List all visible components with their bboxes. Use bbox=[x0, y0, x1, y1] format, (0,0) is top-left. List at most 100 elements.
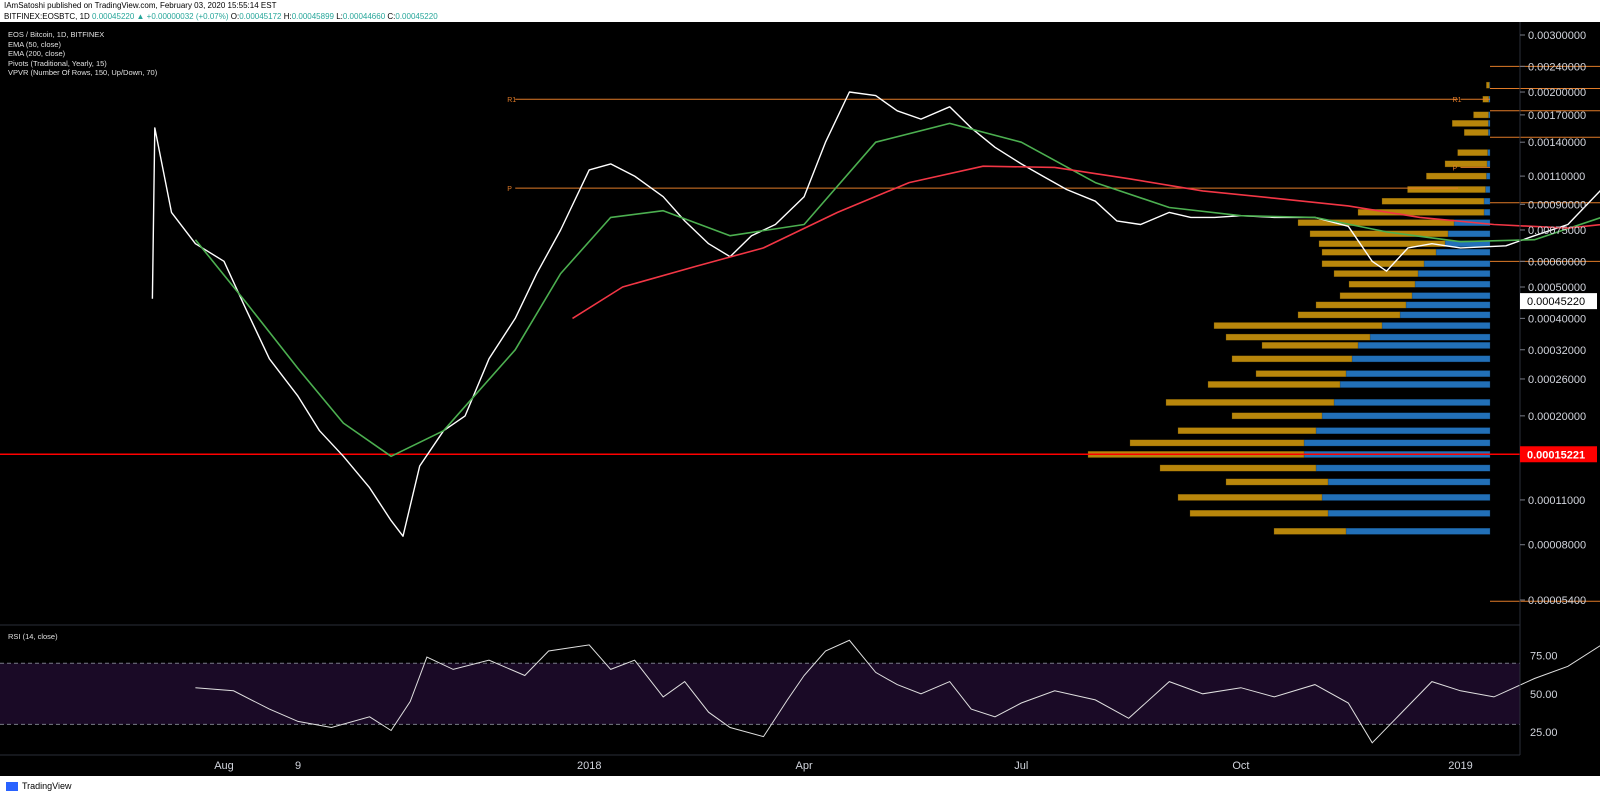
pivot-label: R1 bbox=[1453, 97, 1462, 104]
x-axis-tick-label: Apr bbox=[796, 760, 813, 772]
volume-profile-up-bar bbox=[1486, 172, 1491, 180]
volume-profile-up-bar bbox=[1423, 260, 1491, 267]
volume-profile-up-bar bbox=[1321, 412, 1491, 420]
volume-profile-down-bar bbox=[1348, 280, 1416, 288]
volume-profile-down-bar bbox=[1207, 381, 1341, 388]
y-axis-tick-label: 0.00050000 bbox=[1528, 282, 1586, 294]
price-line bbox=[151, 91, 1600, 537]
x-axis-tick-label: Jul bbox=[1014, 760, 1028, 772]
volume-profile-down-bar bbox=[1297, 311, 1401, 319]
volume-profile-up-bar bbox=[1488, 129, 1491, 136]
open-value: 0.00045172 bbox=[239, 12, 282, 21]
legend-title[interactable]: EOS / Bitcoin, 1D, BITFINEX bbox=[8, 30, 105, 39]
y-axis-tick-label: 0.00110000 bbox=[1528, 171, 1585, 183]
rsi-axis-tick: 25.00 bbox=[1530, 727, 1558, 739]
volume-profile-up-bar bbox=[1447, 230, 1491, 238]
y-axis-tick-label: 0.00170000 bbox=[1528, 110, 1586, 122]
volume-profile-up-bar bbox=[1339, 381, 1491, 388]
volume-profile-up-bar bbox=[1345, 528, 1491, 535]
volume-profile-up-bar bbox=[1351, 355, 1491, 363]
y-axis-tick-label: 0.00140000 bbox=[1528, 137, 1586, 149]
x-axis-tick-label: Oct bbox=[1232, 760, 1249, 772]
legend-vpvr[interactable]: VPVR (Number Of Rows, 150, Up/Down, 70) bbox=[8, 68, 158, 78]
legend-ema200[interactable]: EMA (200, close) bbox=[8, 49, 66, 59]
volume-profile-up-bar bbox=[1414, 280, 1491, 288]
rsi-band bbox=[0, 663, 1520, 725]
volume-profile-up-bar bbox=[1487, 149, 1491, 156]
volume-profile-up-bar bbox=[1488, 111, 1491, 119]
volume-profile-up-bar bbox=[1435, 249, 1491, 256]
volume-profile-down-bar bbox=[1318, 240, 1446, 247]
x-axis-tick-label: Aug bbox=[214, 760, 234, 772]
y-axis-tick-label: 0.00060000 bbox=[1528, 256, 1586, 268]
y-axis-tick-label: 0.00020000 bbox=[1528, 411, 1586, 423]
volume-profile-up-bar bbox=[1483, 197, 1491, 205]
volume-profile-up-bar bbox=[1399, 311, 1491, 319]
low-label: L: bbox=[336, 12, 343, 21]
x-axis-tick-label: 2019 bbox=[1448, 760, 1472, 772]
y-axis-tick-label: 0.00300000 bbox=[1528, 30, 1586, 42]
close-label: C: bbox=[387, 12, 396, 21]
pivot-label: R1 bbox=[507, 97, 516, 104]
high-value: 0.00045899 bbox=[291, 12, 334, 21]
volume-profile-down-bar bbox=[1129, 439, 1305, 447]
y-axis-tick-label: 0.00200000 bbox=[1528, 87, 1586, 99]
legend-ema50[interactable]: EMA (50, close) bbox=[8, 39, 61, 49]
volume-profile-down-bar bbox=[1261, 342, 1359, 349]
volume-profile-up-bar bbox=[1333, 399, 1491, 406]
close-value: 0.00045220 bbox=[395, 12, 438, 21]
volume-profile-up-bar bbox=[1486, 160, 1491, 168]
volume-profile-down-bar bbox=[1473, 111, 1489, 119]
volume-profile-down-bar bbox=[1357, 209, 1485, 216]
y-axis-tick-label: 0.00026000 bbox=[1528, 374, 1586, 386]
y-axis-tick-label: 0.00005400 bbox=[1528, 595, 1586, 607]
y-axis-tick-label: 0.00011000 bbox=[1528, 495, 1585, 507]
volume-profile-down-bar bbox=[1452, 120, 1489, 127]
pivot-label: P bbox=[507, 186, 512, 193]
volume-profile-down-bar bbox=[1321, 249, 1437, 256]
volume-profile-down-bar bbox=[1273, 528, 1347, 535]
y-axis-tick-label: 0.00075000 bbox=[1528, 225, 1586, 237]
y-axis-tick-label: 0.00090000 bbox=[1528, 199, 1586, 211]
rsi-legend[interactable]: RSI (14, close) bbox=[8, 632, 58, 641]
x-axis-tick-label: 2018 bbox=[577, 760, 601, 772]
volume-profile-down-bar bbox=[1381, 197, 1485, 205]
volume-profile-down-bar bbox=[1315, 301, 1407, 309]
volume-profile-down-bar bbox=[1165, 399, 1335, 406]
last-price-label-box bbox=[1520, 293, 1597, 310]
tradingview-logo-icon bbox=[6, 782, 18, 791]
published-line: IAmSatoshi published on TradingView.com,… bbox=[4, 1, 277, 10]
ema200-line bbox=[572, 165, 1600, 320]
chart-legend: EOS / Bitcoin, 1D, BITFINEX EMA (50, clo… bbox=[8, 30, 157, 78]
volume-profile-down-bar bbox=[1464, 129, 1489, 136]
volume-profile-down-bar bbox=[1426, 172, 1487, 180]
footer-brand[interactable]: TradingView bbox=[22, 781, 72, 791]
volume-profile-down-bar bbox=[1309, 230, 1449, 238]
low-value: 0.00044660 bbox=[342, 12, 386, 21]
volume-profile-up-bar bbox=[1303, 439, 1491, 447]
ohlc-line: BITFINEX:EOSBTC, 1D 0.00045220 ▲ +0.0000… bbox=[4, 12, 438, 22]
volume-profile-down-bar bbox=[1159, 464, 1317, 472]
legend-pivots[interactable]: Pivots (Traditional, Yearly, 15) bbox=[8, 58, 107, 68]
volume-profile-down-bar bbox=[1297, 219, 1455, 226]
y-axis-tick-label: 0.00240000 bbox=[1528, 61, 1586, 73]
volume-profile-down-bar bbox=[1189, 510, 1329, 517]
volume-profile-up-bar bbox=[1315, 427, 1491, 434]
volume-profile-up-bar bbox=[1417, 270, 1491, 277]
volume-profile-down-bar bbox=[1177, 427, 1317, 434]
publish-header: IAmSatoshi published on TradingView.com,… bbox=[0, 0, 1600, 22]
y-axis-tick-label: 0.00040000 bbox=[1528, 313, 1586, 325]
volume-profile-up-bar bbox=[1321, 494, 1491, 501]
last-price-label: 0.00045220 bbox=[1527, 296, 1585, 308]
volume-profile-down-bar bbox=[1255, 370, 1347, 377]
volume-profile-up-bar bbox=[1488, 120, 1491, 127]
volume-profile-up-bar bbox=[1327, 478, 1491, 486]
rsi-axis-tick: 50.00 bbox=[1530, 689, 1558, 701]
symbol-label: BITFINEX:EOSBTC, 1D bbox=[4, 12, 90, 21]
volume-profile-up-bar bbox=[1483, 209, 1491, 216]
volume-profile-up-bar bbox=[1485, 186, 1491, 193]
support-price-label-box bbox=[1520, 446, 1597, 463]
volume-profile-up-bar bbox=[1357, 342, 1491, 349]
x-axis-tick-label: 9 bbox=[295, 760, 301, 772]
